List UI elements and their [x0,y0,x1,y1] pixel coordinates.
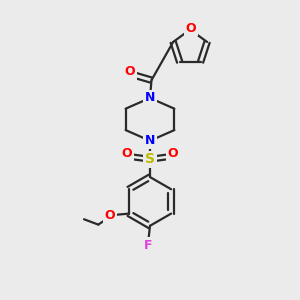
Text: F: F [144,238,153,252]
Text: O: O [185,22,196,34]
Text: O: O [104,208,115,222]
Text: O: O [125,65,135,78]
Text: N: N [145,134,155,147]
Text: N: N [145,92,155,104]
Text: O: O [122,147,132,160]
Text: S: S [145,152,155,166]
Text: O: O [168,147,178,160]
